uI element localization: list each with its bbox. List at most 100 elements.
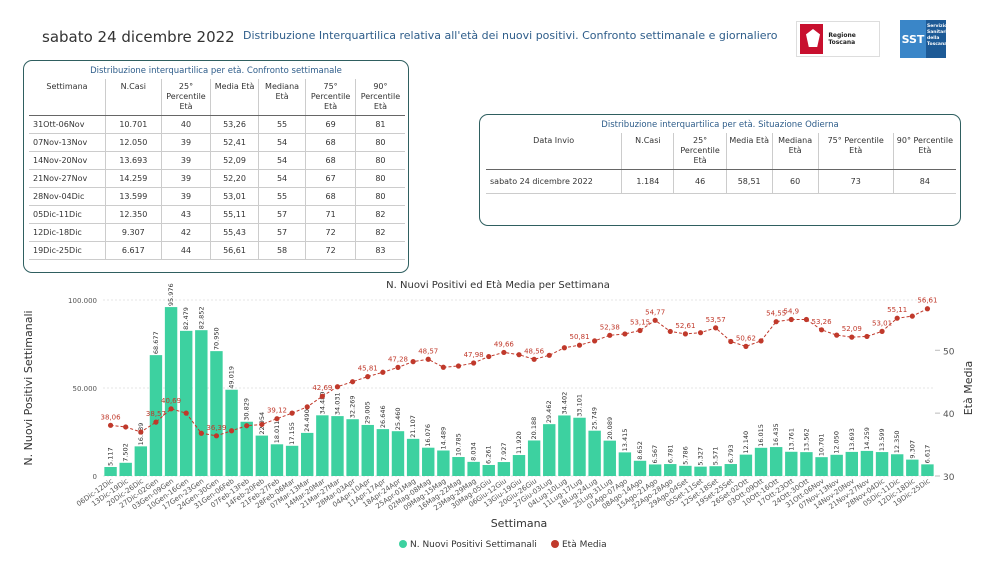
weekly-cell: 72: [305, 223, 356, 242]
bar-data-label: 5.327: [697, 447, 705, 466]
bar: [664, 464, 677, 476]
weekly-cell: 12.350: [105, 205, 162, 224]
weekly-header-cell: N.Casi: [105, 79, 162, 116]
weekly-cell: 13.599: [105, 187, 162, 206]
age-data-label: 49,66: [494, 340, 515, 348]
bar-data-label: 12.350: [893, 431, 901, 454]
bar: [603, 440, 616, 476]
bar: [769, 447, 783, 476]
bar: [800, 452, 813, 476]
bar-data-label: 49.019: [228, 366, 236, 389]
weekly-header-cell: Mediana Età: [258, 79, 307, 116]
bar: [815, 457, 828, 476]
bar-data-label: 12.050: [833, 431, 841, 454]
main-title: Distribuzione Interquartilica relativa a…: [243, 29, 778, 42]
age-point: [471, 360, 477, 366]
weekly-cell: 57: [258, 205, 307, 224]
bar: [739, 454, 753, 476]
weekly-cell: 39: [161, 151, 212, 170]
bar: [285, 445, 299, 476]
today-table-title: Distribuzione interquartilica per età. S…: [601, 120, 839, 130]
bar: [527, 440, 541, 476]
bar-data-label: 14.259: [863, 427, 871, 450]
age-point: [259, 421, 265, 428]
age-data-label: 54,77: [645, 308, 665, 316]
bar-data-label: 68.677: [152, 331, 160, 354]
weekly-distribution-panel: Distribuzione interquartilica per età. C…: [23, 60, 409, 273]
age-point: [849, 334, 855, 340]
today-cell: 60: [772, 169, 819, 194]
bar-data-label: 7.927: [500, 442, 508, 461]
weekly-cell: 6.617: [105, 241, 162, 260]
weekly-cell: 81: [355, 115, 405, 134]
age-point: [773, 319, 779, 325]
age-point: [455, 363, 462, 369]
today-cell: 1.184: [621, 169, 675, 194]
weekly-cell: 80: [355, 169, 405, 188]
age-point: [395, 364, 401, 370]
bar: [588, 430, 601, 476]
age-data-label: 54,9: [783, 307, 799, 315]
bar-data-label: 10.701: [818, 433, 826, 456]
age-data-label: 55,11: [887, 306, 907, 314]
age-point: [667, 328, 673, 335]
age-point: [531, 356, 537, 362]
table-row: 05Dic-11Dic 12.350 43 55,11 57 71 82: [29, 205, 405, 224]
age-point: [652, 317, 658, 323]
weekly-cell: 40: [161, 115, 212, 134]
bar-data-label: 82.479: [182, 307, 190, 330]
age-point: [864, 333, 870, 340]
age-point: [168, 406, 174, 412]
weekly-distribution-table: Settimana N.Casi 25° Percentile Età Media E…: [29, 79, 405, 260]
legend-label-cases: N. Nuovi Positivi Settimanali: [410, 540, 537, 550]
bar: [512, 455, 526, 476]
age-point: [516, 352, 522, 358]
bar: [452, 457, 465, 476]
age-point: [788, 316, 794, 323]
age-data-label: 53,26: [812, 318, 833, 326]
bar: [830, 454, 843, 476]
bar-data-label: 13.693: [848, 428, 856, 451]
age-point: [758, 338, 764, 344]
age-point: [425, 356, 431, 362]
weekly-cell: 80: [355, 151, 405, 170]
age-point: [304, 404, 310, 410]
bar: [845, 451, 859, 476]
regione-toscana-emblem-icon: [800, 24, 824, 54]
bar: [467, 461, 480, 476]
weekly-cell: 80: [355, 187, 405, 206]
bar: [890, 454, 904, 476]
today-header-cell: 90° Percentile Età: [893, 133, 956, 170]
age-point: [561, 345, 567, 351]
age-point: [107, 422, 114, 428]
weekly-cell: 54: [258, 151, 307, 170]
chart-title: N. Nuovi Positivi ed Età Media per Setti…: [386, 279, 610, 291]
age-point: [622, 331, 628, 337]
age-point: [501, 349, 507, 356]
weekly-cell: 39: [161, 133, 212, 152]
bar-data-label: 11.920: [515, 431, 523, 454]
weekly-cell: 82: [355, 223, 405, 242]
age-data-label: 54,55: [766, 310, 786, 318]
age-point: [365, 374, 371, 380]
bar: [406, 438, 420, 476]
bar-data-label: 13.562: [802, 428, 810, 451]
bar-data-label: 34.402: [560, 392, 568, 415]
age-point: [607, 332, 613, 338]
bar-data-label: 8.034: [470, 442, 478, 461]
today-cell: 73: [818, 169, 894, 194]
bar: [422, 447, 435, 476]
bar-data-label: 5.571: [712, 447, 720, 466]
bar-data-label: 13.415: [621, 429, 629, 452]
age-point: [592, 338, 598, 344]
bar-data-label: 9.307: [908, 440, 916, 459]
age-point: [546, 352, 552, 358]
weekly-cell: 52,41: [210, 133, 259, 152]
age-point: [274, 416, 280, 422]
bar: [346, 419, 359, 476]
bar-data-label: 6.781: [666, 444, 674, 463]
age-point: [713, 325, 719, 331]
age-point: [894, 315, 900, 321]
age-point: [213, 433, 220, 439]
weekly-cell: 43: [161, 205, 212, 224]
